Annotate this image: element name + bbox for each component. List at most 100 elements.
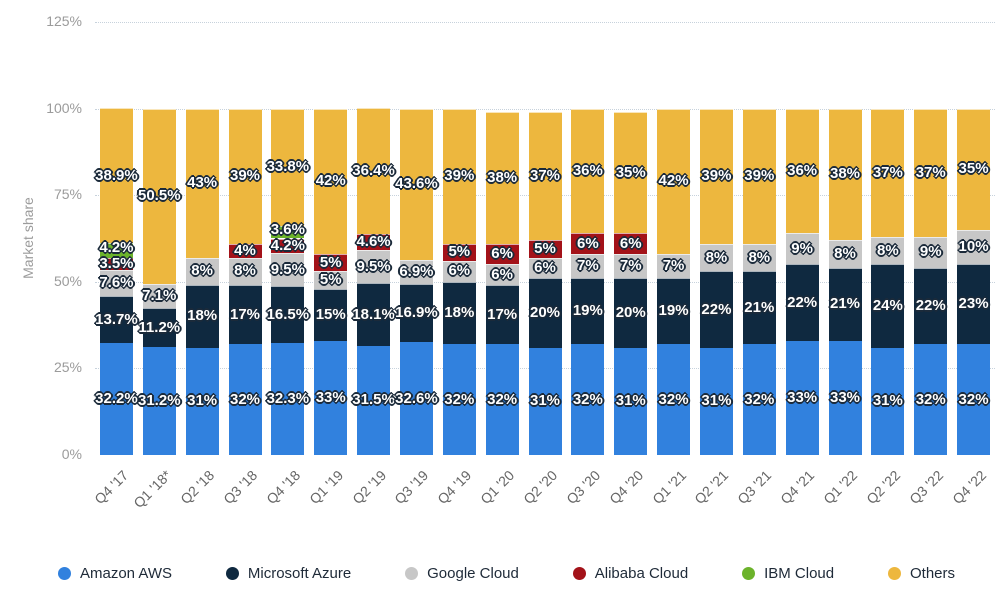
bar-segment-microsoft-azure-q4-19[interactable] <box>442 281 476 345</box>
bar-segment-microsoft-azure-q3-21[interactable] <box>742 271 776 345</box>
bar-segment-amazon-aws-q2-18[interactable] <box>185 347 219 455</box>
bar-segment-microsoft-azure-q3-22[interactable] <box>914 267 948 345</box>
bar-segment-others-q4-22[interactable] <box>957 108 991 230</box>
bar-segment-others-q1-21[interactable] <box>657 108 691 255</box>
bar-segment-amazon-aws-q3-21[interactable] <box>742 344 776 455</box>
bar-segment-microsoft-azure-q1-19[interactable] <box>314 288 348 341</box>
bar-segment-google-cloud-q3-22[interactable] <box>914 236 948 268</box>
bar-segment-google-cloud-q1-18[interactable] <box>142 283 176 309</box>
bar-segment-alibaba-cloud-q1-19[interactable] <box>314 254 348 272</box>
bar-segment-amazon-aws-q4-20[interactable] <box>614 347 648 455</box>
bar-segment-amazon-aws-q2-22[interactable] <box>871 347 905 455</box>
bar-segment-google-cloud-q2-22[interactable] <box>871 236 905 265</box>
bar-segment-amazon-aws-q1-18[interactable] <box>142 346 176 455</box>
bar-segment-others-q4-17[interactable] <box>99 108 133 243</box>
bar-segment-alibaba-cloud-q4-17[interactable] <box>99 257 133 270</box>
bar-segment-google-cloud-q3-19[interactable] <box>399 259 433 284</box>
bar-segment-alibaba-cloud-q2-19[interactable] <box>357 234 391 251</box>
bar-segment-others-q1-19[interactable] <box>314 108 348 255</box>
bar-segment-amazon-aws-q2-21[interactable] <box>699 347 733 455</box>
bar-segment-others-q2-18[interactable] <box>185 108 219 258</box>
bar-segment-alibaba-cloud-q4-18[interactable] <box>271 238 305 254</box>
bar-segment-amazon-aws-q1-22[interactable] <box>828 340 862 455</box>
bar-segment-others-q1-20[interactable] <box>485 112 519 244</box>
bar-segment-amazon-aws-q4-17[interactable] <box>99 343 133 455</box>
bar-segment-amazon-aws-q2-20[interactable] <box>528 347 562 455</box>
bar-segment-amazon-aws-q4-22[interactable] <box>957 344 991 455</box>
bar-segment-microsoft-azure-q3-19[interactable] <box>399 283 433 343</box>
bar-segment-amazon-aws-q1-21[interactable] <box>657 344 691 455</box>
bar-segment-others-q3-19[interactable] <box>399 108 433 260</box>
bar-segment-amazon-aws-q1-19[interactable] <box>314 340 348 455</box>
bar-segment-ibm-cloud-q4-17[interactable] <box>99 243 133 258</box>
bar-segment-others-q3-21[interactable] <box>742 108 776 244</box>
bar-segment-microsoft-azure-q1-18[interactable] <box>142 308 176 347</box>
bar-segment-amazon-aws-q2-19[interactable] <box>357 345 391 455</box>
bar-segment-others-q4-21[interactable] <box>785 108 819 234</box>
bar-segment-microsoft-azure-q4-22[interactable] <box>957 264 991 345</box>
bar-segment-microsoft-azure-q4-17[interactable] <box>99 296 133 344</box>
bar-segment-google-cloud-q2-18[interactable] <box>185 257 219 286</box>
bar-segment-microsoft-azure-q2-18[interactable] <box>185 285 219 348</box>
bar-segment-google-cloud-q4-20[interactable] <box>614 254 648 279</box>
bar-segment-microsoft-azure-q1-20[interactable] <box>485 285 519 345</box>
bar-segment-others-q4-18[interactable] <box>271 108 305 227</box>
bar-segment-google-cloud-q2-19[interactable] <box>357 250 391 284</box>
bar-segment-amazon-aws-q4-21[interactable] <box>785 340 819 455</box>
bar-segment-google-cloud-q4-19[interactable] <box>442 261 476 282</box>
legend-item-others[interactable]: Others <box>887 565 955 582</box>
bar-segment-alibaba-cloud-q3-18[interactable] <box>228 243 262 258</box>
bar-segment-others-q4-20[interactable] <box>614 112 648 234</box>
bar-segment-google-cloud-q4-17[interactable] <box>99 269 133 296</box>
bar-segment-google-cloud-q3-21[interactable] <box>742 243 776 272</box>
legend-item-amazon-aws[interactable]: Amazon AWS <box>58 565 172 582</box>
bar-segment-google-cloud-q1-21[interactable] <box>657 254 691 279</box>
bar-segment-microsoft-azure-q3-18[interactable] <box>228 285 262 345</box>
legend-item-google-cloud[interactable]: Google Cloud <box>405 565 519 582</box>
bar-segment-amazon-aws-q3-18[interactable] <box>228 344 262 455</box>
bar-segment-alibaba-cloud-q4-20[interactable] <box>614 233 648 255</box>
bar-segment-google-cloud-q3-18[interactable] <box>228 257 262 286</box>
bar-segment-google-cloud-q3-20[interactable] <box>571 254 605 279</box>
bar-segment-others-q1-22[interactable] <box>828 108 862 241</box>
bar-segment-amazon-aws-q3-20[interactable] <box>571 344 605 455</box>
bar-segment-amazon-aws-q1-20[interactable] <box>485 344 519 455</box>
bar-segment-google-cloud-q2-21[interactable] <box>699 243 733 272</box>
bar-segment-others-q3-22[interactable] <box>914 108 948 237</box>
legend-item-microsoft-azure[interactable]: Microsoft Azure <box>225 565 351 582</box>
bar-segment-google-cloud-q4-21[interactable] <box>785 233 819 265</box>
bar-segment-microsoft-azure-q1-21[interactable] <box>657 278 691 345</box>
bar-segment-others-q3-18[interactable] <box>228 108 262 244</box>
bar-segment-google-cloud-q4-18[interactable] <box>271 253 305 286</box>
bar-segment-amazon-aws-q3-19[interactable] <box>399 342 433 455</box>
bar-segment-microsoft-azure-q1-22[interactable] <box>828 267 862 341</box>
bar-segment-alibaba-cloud-q2-20[interactable] <box>528 240 562 258</box>
bar-segment-microsoft-azure-q4-21[interactable] <box>785 264 819 341</box>
bar-segment-microsoft-azure-q4-20[interactable] <box>614 278 648 348</box>
legend-item-alibaba-cloud[interactable]: Alibaba Cloud <box>572 565 688 582</box>
bar-segment-others-q2-19[interactable] <box>357 108 391 235</box>
bar-segment-alibaba-cloud-q4-19[interactable] <box>442 243 476 261</box>
bar-segment-others-q3-20[interactable] <box>571 108 605 234</box>
bar-segment-google-cloud-q1-22[interactable] <box>828 240 862 268</box>
bar-segment-others-q2-20[interactable] <box>528 112 562 241</box>
bar-segment-amazon-aws-q3-22[interactable] <box>914 344 948 455</box>
bar-segment-others-q4-19[interactable] <box>442 108 476 244</box>
bar-segment-microsoft-azure-q4-18[interactable] <box>271 285 305 344</box>
bar-segment-amazon-aws-q4-18[interactable] <box>271 343 305 455</box>
bar-segment-google-cloud-q2-20[interactable] <box>528 257 562 279</box>
bar-segment-alibaba-cloud-q3-20[interactable] <box>571 233 605 255</box>
bar-segment-others-q1-18[interactable] <box>142 108 176 284</box>
bar-segment-google-cloud-q1-20[interactable] <box>485 264 519 286</box>
bar-segment-ibm-cloud-q4-18[interactable] <box>271 226 305 239</box>
bar-segment-microsoft-azure-q2-20[interactable] <box>528 278 562 348</box>
bar-segment-alibaba-cloud-q1-20[interactable] <box>485 243 519 265</box>
bar-segment-google-cloud-q1-19[interactable] <box>314 271 348 289</box>
bar-segment-google-cloud-q4-22[interactable] <box>957 229 991 265</box>
bar-segment-microsoft-azure-q2-19[interactable] <box>357 283 391 346</box>
bar-segment-others-q2-22[interactable] <box>871 108 905 237</box>
bar-segment-amazon-aws-q4-19[interactable] <box>442 344 476 455</box>
bar-segment-microsoft-azure-q2-22[interactable] <box>871 264 905 348</box>
bar-segment-microsoft-azure-q3-20[interactable] <box>571 278 605 345</box>
bar-segment-others-q2-21[interactable] <box>699 108 733 244</box>
